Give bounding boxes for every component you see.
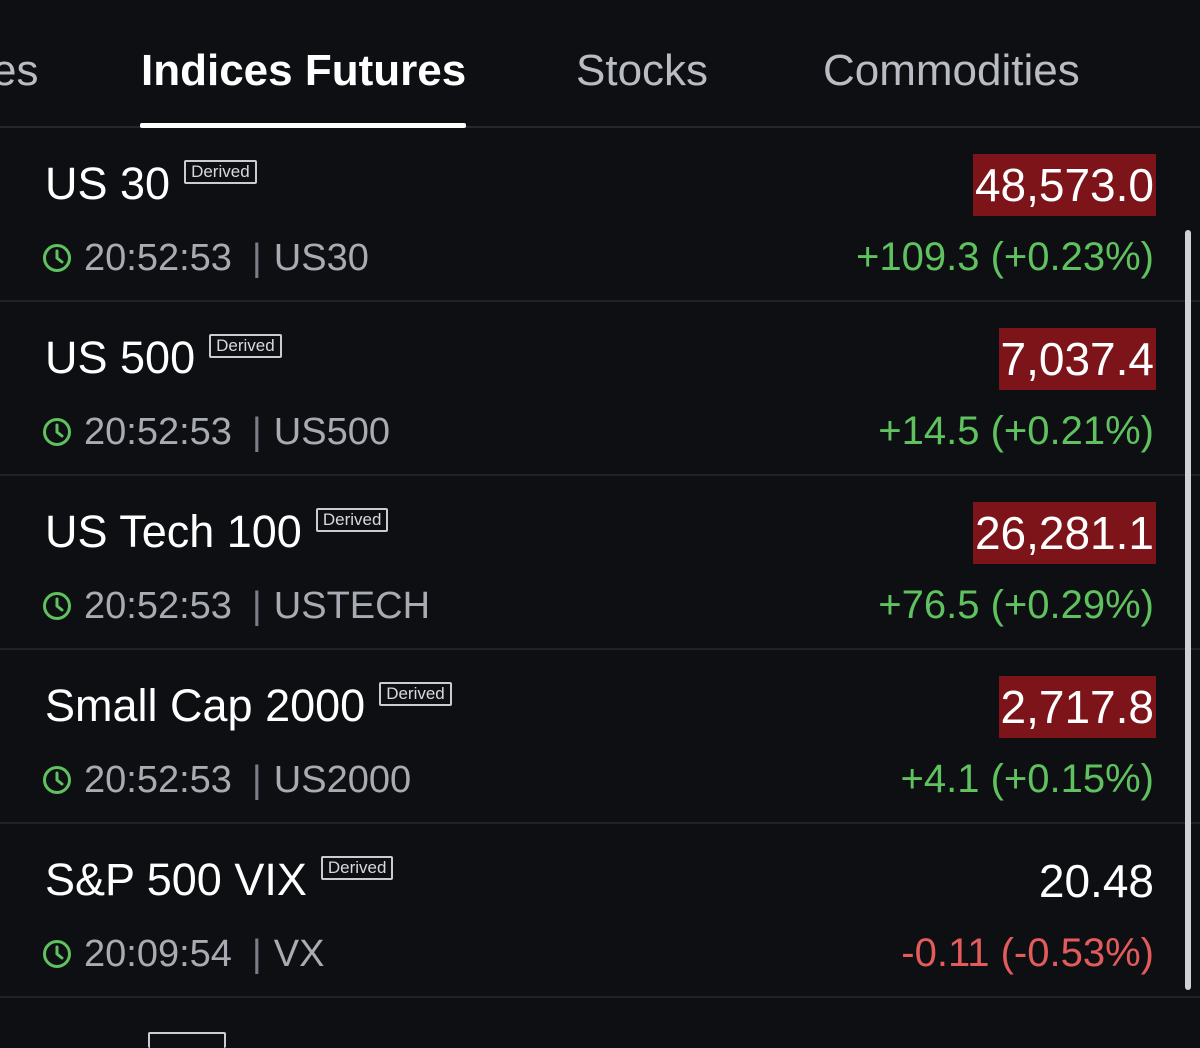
partial-next-price: ​ [1006,1026,1156,1042]
instrument-symbol: VX [273,933,325,975]
meta-separator: | [251,237,262,279]
instrument-row[interactable]: US 500 Derived 20:52:53 | US500 7,037.4 +… [0,302,1200,476]
instrument-price: 20.48 [1038,855,1154,907]
instrument-name: US 30 Derived [45,156,257,212]
instrument-price: 26,281.1 [972,502,1156,564]
update-time: 20:09:54 [84,933,232,975]
instrument-meta: 20:52:53 | US500 [42,410,390,454]
instrument-name: US Tech 100 Derived [45,504,389,560]
instrument-symbol: USTECH [273,585,431,627]
instrument-row[interactable]: US 30 Derived 20:52:53 | US30 48,573.0 +1… [0,128,1200,302]
instrument-change: -0.11 (-0.53%) [901,931,1154,975]
tab-previous[interactable]: es [0,46,39,95]
instrument-symbol: US2000 [273,759,412,801]
instrument-name-text: US 500 [45,332,196,383]
tab-stocks[interactable]: Stocks [576,46,709,95]
meta-separator: | [251,933,262,975]
tab-indices-futures[interactable]: Indices Futures [141,46,467,95]
instrument-meta: 20:09:54 | VX [42,932,325,976]
instrument-meta: 20:52:53 | USTECH [42,584,430,628]
instrument-name-text: Small Cap 2000 [45,680,366,731]
instrument-change: +109.3 (+0.23%) [856,235,1154,279]
partial-derived-badge [148,1032,226,1048]
tab-commodities[interactable]: Commodities [823,46,1080,95]
instrument-symbol: US500 [273,411,390,453]
clock-icon [43,592,71,620]
update-time: 20:52:53 [84,411,232,453]
instrument-name: S&P 500 VIX Derived [45,852,394,908]
instrument-change: +14.5 (+0.21%) [878,409,1154,453]
derived-badge: Derived [209,334,282,358]
instrument-name-text: US Tech 100 [45,506,302,557]
instrument-change: +76.5 (+0.29%) [878,583,1154,627]
meta-separator: | [251,759,262,801]
scrollbar[interactable] [1185,230,1191,990]
clock-icon [43,766,71,794]
update-time: 20:52:53 [84,585,232,627]
update-time: 20:52:53 [84,759,232,801]
category-tabs: es Indices Futures Stocks Commodities [0,0,1200,128]
instrument-change: +4.1 (+0.15%) [900,757,1155,801]
clock-icon [43,244,71,272]
instrument-name: US 500 Derived [45,330,282,386]
instrument-price: 48,573.0 [972,154,1156,216]
meta-separator: | [251,585,262,627]
update-time: 20:52:53 [84,237,232,279]
instrument-row[interactable]: Small Cap 2000 Derived 20:52:53 | US2000 … [0,650,1200,824]
meta-separator: | [251,411,262,453]
instrument-meta: 20:52:53 | US2000 [42,758,411,802]
derived-badge: Derived [315,508,389,532]
instrument-meta: 20:52:53 | US30 [42,236,369,280]
active-tab-indicator [140,123,466,128]
instrument-row[interactable]: US Tech 100 Derived 20:52:53 | USTECH 26,… [0,476,1200,650]
derived-badge: Derived [379,682,452,706]
instrument-price: 2,717.8 [998,676,1156,738]
instrument-name: Small Cap 2000 Derived [45,678,452,734]
instrument-name-text: S&P 500 VIX [45,854,307,905]
clock-icon [43,940,71,968]
instrument-price: 7,037.4 [998,328,1156,390]
instrument-row[interactable]: S&P 500 VIX Derived 20:09:54 | VX 20.48 -… [0,824,1200,998]
derived-badge: Derived [184,160,257,184]
instrument-name-text: US 30 [45,158,171,209]
instrument-symbol: US30 [273,237,369,279]
derived-badge: Derived [320,856,394,880]
clock-icon [43,418,71,446]
